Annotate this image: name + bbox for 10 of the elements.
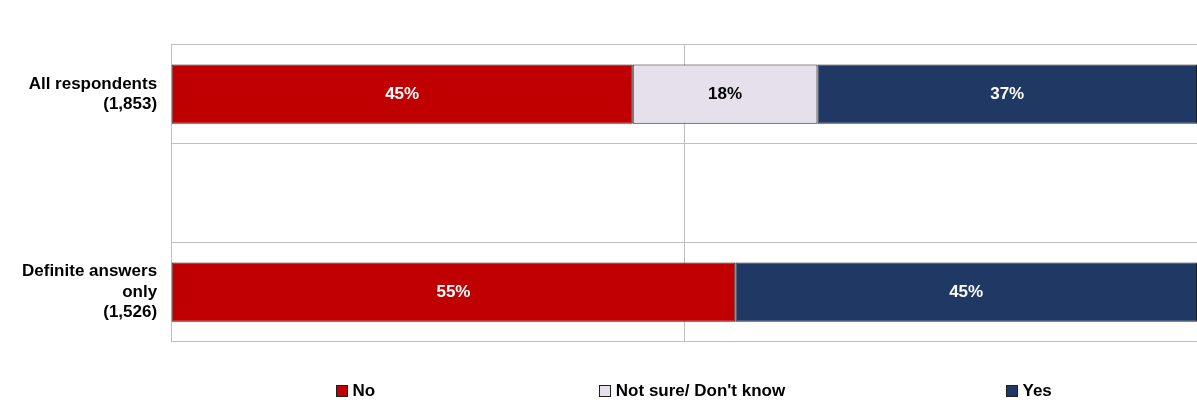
- data-label: 45%: [385, 83, 420, 103]
- data-label: 55%: [436, 281, 471, 301]
- data-label: 18%: [708, 83, 743, 103]
- y-tick-label: All respondents (1,853): [28, 73, 158, 113]
- legend-label: Not sure/ Don't know: [615, 381, 786, 401]
- data-label: 45%: [949, 281, 984, 301]
- data-label: 37%: [990, 83, 1025, 103]
- legend-label: Yes: [1022, 381, 1052, 401]
- y-tick-label: Definite answers only (1,526): [21, 261, 158, 322]
- legend-label: No: [352, 381, 376, 401]
